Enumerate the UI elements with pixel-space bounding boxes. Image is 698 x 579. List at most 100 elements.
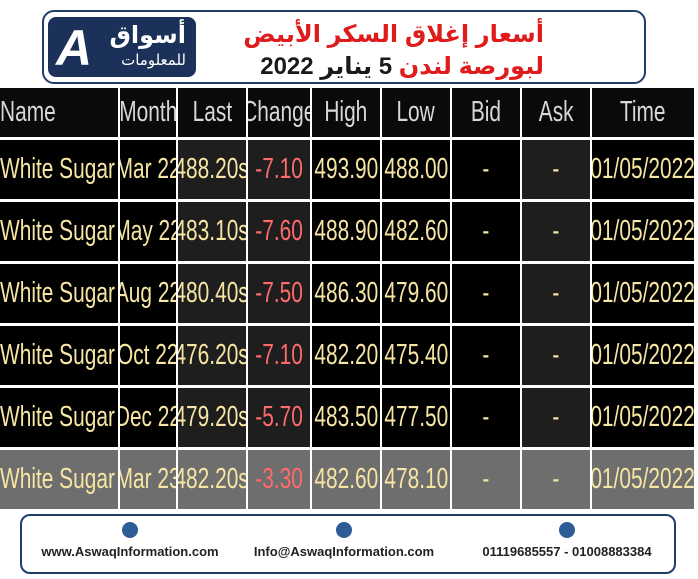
cell-text: Mar 23 <box>120 463 176 495</box>
cell: -5.70 <box>248 388 312 450</box>
footer-website: www.AswaqInformation.com <box>30 522 230 559</box>
cell: - <box>452 264 522 326</box>
cell-text: Mar 22 <box>120 153 176 185</box>
logo: A أسواق للمعلومات <box>48 17 196 77</box>
subtitle-exchange: لبورصة لندن <box>398 53 544 80</box>
cell-text: Aug 22 <box>120 277 176 309</box>
cell: Last <box>178 88 248 140</box>
cell: Dec 22 <box>120 388 178 450</box>
data-row: White Sugar #5Aug 22480.40s-7.50 486.3047… <box>0 264 696 326</box>
cell-text: White Sugar #5 <box>0 401 118 433</box>
logo-tagline: للمعلومات <box>121 52 186 69</box>
cell-text: - <box>482 401 490 433</box>
subtitle: لبورصة لندن 5 يناير 2022 <box>260 52 544 81</box>
cell: -7.60 <box>248 202 312 264</box>
cell: 477.50 <box>382 388 452 450</box>
cell: 01/05/2022 <box>592 388 696 450</box>
cell: White Sugar #5 <box>0 140 120 202</box>
cell: White Sugar #5 <box>0 388 120 450</box>
email[interactable]: Info@AswaqInformation.com <box>253 544 435 559</box>
cell: 01/05/2022 <box>592 450 696 512</box>
footer-phone: 01119685557 - 01008883384 <box>462 522 672 559</box>
cell-text: May 22 <box>120 215 176 247</box>
cell-text: Low <box>396 96 436 128</box>
cell: Mar 23 <box>120 450 178 512</box>
cell: 488.00 <box>382 140 452 202</box>
cell: -7.50 <box>248 264 312 326</box>
cell-text: White Sugar #5 <box>0 153 118 185</box>
cell-text: Bid <box>470 96 502 128</box>
cell: -3.30 <box>248 450 312 512</box>
cell-text: 482.20s <box>178 463 248 495</box>
cell-text: 488.20s <box>178 153 248 185</box>
cell: Aug 22 <box>120 264 178 326</box>
cell: 482.20 <box>312 326 382 388</box>
cell-text: 479.60 <box>384 277 448 309</box>
cell: - <box>452 450 522 512</box>
cell: 478.10 <box>382 450 452 512</box>
cell-text: - <box>552 401 560 433</box>
cell: High <box>312 88 382 140</box>
logo-name: أسواق <box>109 22 186 49</box>
cell: 482.20s <box>178 450 248 512</box>
cell: -7.10 <box>248 326 312 388</box>
cell-text: - <box>482 463 490 495</box>
cell: - <box>522 140 592 202</box>
cell-text: 01/05/2022 <box>592 401 696 433</box>
cell-text: -3.30 <box>255 463 303 495</box>
cell-text: 01/05/2022 <box>592 277 696 309</box>
cell-text: 476.20s <box>178 339 248 371</box>
cell: Name <box>0 88 120 140</box>
cell: 483.50 <box>312 388 382 450</box>
cell: 01/05/2022 <box>592 326 696 388</box>
cell: - <box>452 140 522 202</box>
cell: Month <box>120 88 178 140</box>
cell: Change <box>248 88 312 140</box>
cell: White Sugar #5 <box>0 202 120 264</box>
cell: 476.20s <box>178 326 248 388</box>
cell-text: -7.50 <box>255 277 303 309</box>
cell-text: 475.40 <box>384 339 448 371</box>
cell: White Sugar #5 <box>0 450 120 512</box>
cell-text: 01/05/2022 <box>592 215 696 247</box>
cell-text: 479.20s <box>178 401 248 433</box>
cell: - <box>522 264 592 326</box>
title: أسعار إغلاق السكر الأبيض <box>243 21 544 48</box>
cell: Ask <box>522 88 592 140</box>
cell: Mar 22 <box>120 140 178 202</box>
cell-text: White Sugar #5 <box>0 339 118 371</box>
cell: Bid <box>452 88 522 140</box>
cell-text: 482.20 <box>314 339 378 371</box>
cell-text: 493.90 <box>314 153 378 185</box>
cell-text: White Sugar #5 <box>0 463 118 495</box>
footer-email: Info@AswaqInformation.com <box>244 522 444 559</box>
cell: May 22 <box>120 202 178 264</box>
cell-text: 01/05/2022 <box>592 463 696 495</box>
cell: - <box>522 326 592 388</box>
cell-text: - <box>552 463 560 495</box>
cell-text: Month <box>120 96 178 128</box>
cell: - <box>522 202 592 264</box>
cell: White Sugar #5 <box>0 326 120 388</box>
cell-text: Time <box>620 96 666 128</box>
data-row: White Sugar #5Mar 22488.20s-7.10 493.9048… <box>0 140 696 202</box>
cell-text: 488.00 <box>384 153 448 185</box>
cell: Time <box>592 88 696 140</box>
website[interactable]: www.AswaqInformation.com <box>41 544 219 559</box>
cell-text: - <box>552 277 560 309</box>
cell: 486.30 <box>312 264 382 326</box>
cell-text: 482.60 <box>314 463 378 495</box>
cell: 482.60 <box>312 450 382 512</box>
logo-letter: A <box>56 20 93 76</box>
phone: 01119685557 - 01008883384 <box>482 544 652 559</box>
cell-text: - <box>482 215 490 247</box>
cell-text: - <box>482 153 490 185</box>
cell: 482.60 <box>382 202 452 264</box>
cell-text: Last <box>192 96 232 128</box>
cell: 480.40s <box>178 264 248 326</box>
cell-text: 483.50 <box>314 401 378 433</box>
cell-text: 482.60 <box>384 215 448 247</box>
cell: - <box>452 202 522 264</box>
